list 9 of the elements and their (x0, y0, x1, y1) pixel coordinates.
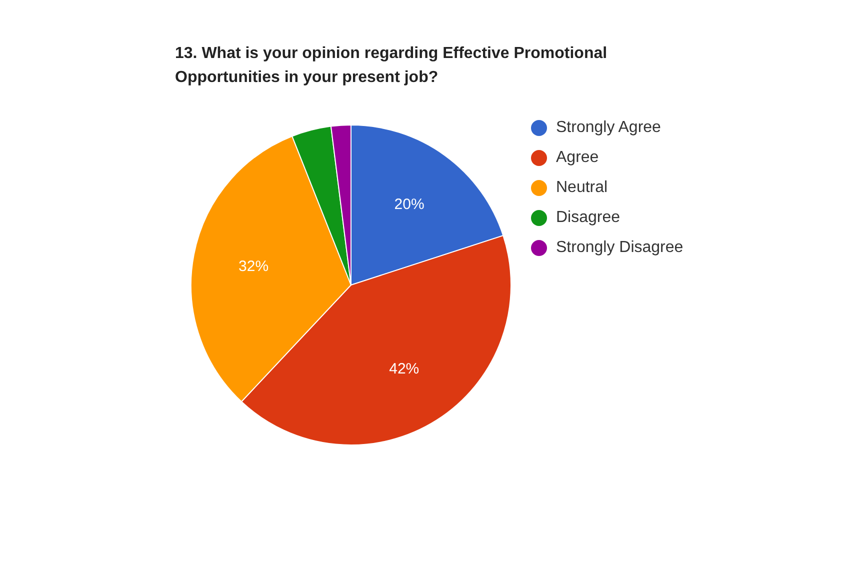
legend-label: Strongly Disagree (556, 238, 684, 258)
legend-label: Neutral (556, 178, 608, 198)
chart-title: 13. What is your opinion regarding Effective Promotional Opportunities in your present job? (175, 44, 608, 88)
data-label: 20% (394, 196, 424, 214)
legend-label: Disagree (556, 208, 620, 228)
data-label: 42% (389, 360, 420, 378)
legend-label: Agree (556, 148, 599, 168)
data-label: 32% (238, 258, 269, 275)
legend-label: Strongly Agree (556, 118, 661, 138)
